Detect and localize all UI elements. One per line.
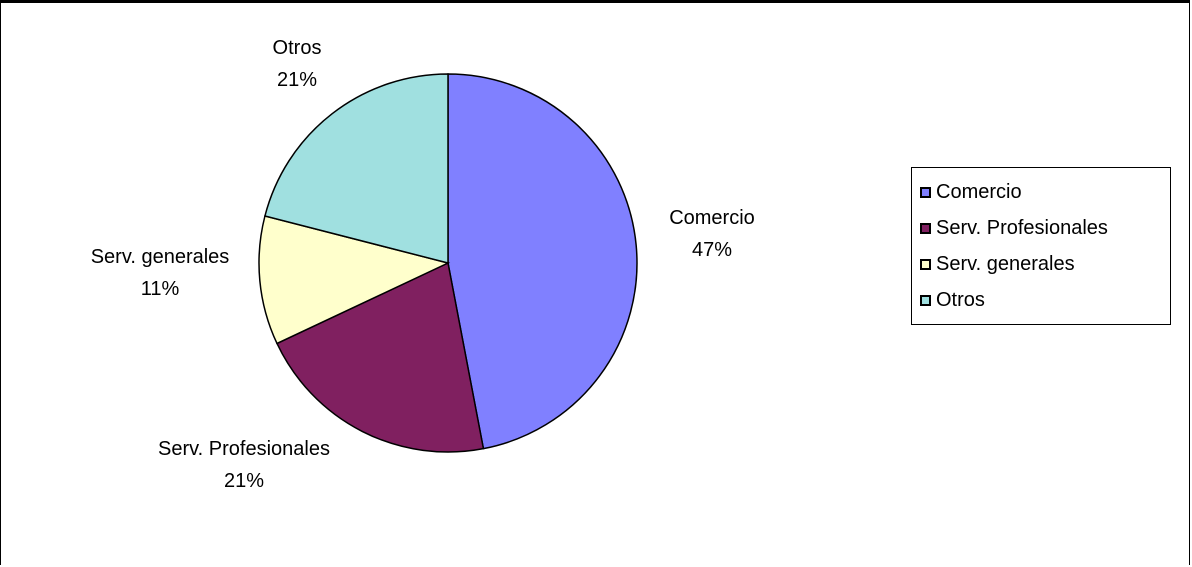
legend: Comercio Serv. Profesionales Serv. general… xyxy=(911,167,1171,325)
data-label-category: Serv. generales xyxy=(91,246,230,268)
legend-label: Comercio xyxy=(936,180,1022,203)
pie-data-labels: Comercio 47% Serv. Profesionales 21% Serv. g… xyxy=(91,37,755,492)
legend-item: Otros xyxy=(912,282,1170,318)
legend-swatch xyxy=(920,258,931,270)
data-label-otros: Otros 21% xyxy=(273,37,322,91)
legend-item: Serv. Profesionales xyxy=(912,210,1170,246)
data-label-percent: 21% xyxy=(277,69,317,91)
data-label-serv-profesionales: Serv. Profesionales 21% xyxy=(158,438,330,492)
data-label-percent: 47% xyxy=(692,239,732,261)
legend-label: Serv. Profesionales xyxy=(936,216,1108,239)
legend-swatch xyxy=(920,222,931,234)
data-label-comercio: Comercio 47% xyxy=(669,207,755,261)
legend-label: Serv. generales xyxy=(936,252,1075,275)
legend-item: Comercio xyxy=(912,174,1170,210)
pie-slice-serv-profesionales xyxy=(275,261,485,453)
data-label-percent: 21% xyxy=(224,470,264,492)
data-label-category: Serv. Profesionales xyxy=(158,438,330,460)
legend-item: Serv. generales xyxy=(912,246,1170,282)
data-label-category: Comercio xyxy=(669,207,755,229)
pie-slice-comercio xyxy=(447,73,638,450)
legend-swatch xyxy=(920,294,931,306)
data-label-percent: 11% xyxy=(141,278,180,300)
pie-slice-serv-generales xyxy=(258,215,451,345)
pie-slices xyxy=(258,73,638,453)
data-label-serv-generales: Serv. generales 11% xyxy=(91,246,230,300)
legend-swatch xyxy=(920,186,931,198)
data-label-category: Otros xyxy=(273,37,322,59)
legend-label: Otros xyxy=(936,288,985,311)
pie-slice-otros xyxy=(264,73,449,264)
